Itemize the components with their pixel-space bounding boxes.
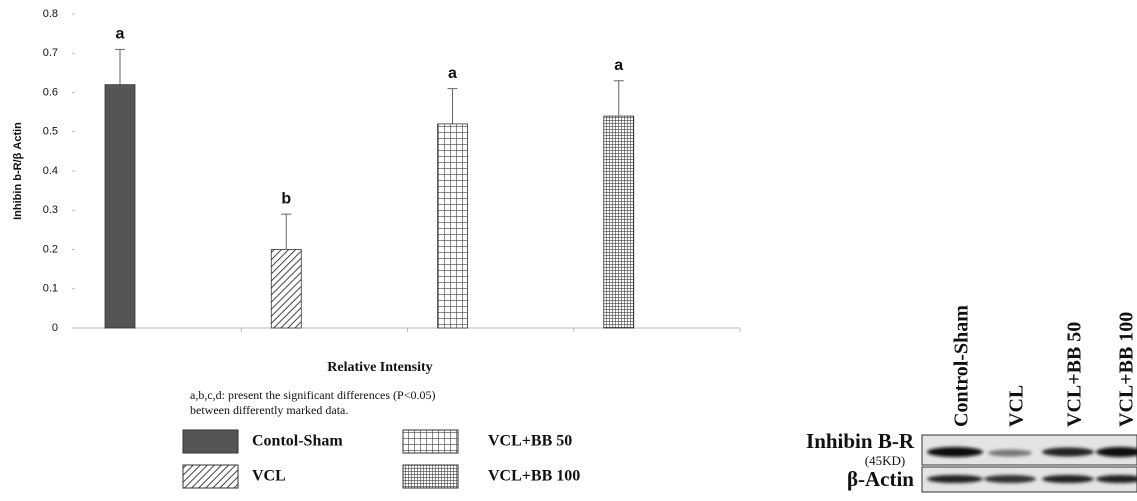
y-tick-label: 0.7 (43, 47, 58, 59)
bar (105, 85, 135, 328)
legend-swatch (183, 465, 238, 488)
y-tick-label: 0.6 (43, 86, 58, 98)
note: a,b,c,d: present the significant differe… (190, 388, 435, 402)
blot-row-label: Inhibin B-R (806, 429, 915, 453)
y-axis-title: Inhibin b-R/β Actin (12, 122, 24, 220)
band (927, 447, 983, 457)
significance-label: b (281, 190, 291, 207)
legend-swatch (403, 430, 458, 453)
lane-label: VCL (1006, 385, 1028, 427)
figure: Inhibin b-R/β Actin Relative Intensity a… (0, 0, 1137, 496)
error-bar (448, 89, 458, 124)
significance-label: a (116, 26, 125, 43)
blot-row-label: β-Actin (847, 467, 914, 491)
y-tick-label: 0.3 (43, 204, 58, 216)
significance-label: a (614, 57, 623, 74)
y-tick-label: 0.5 (43, 126, 58, 138)
western-blot: Inhibin B-R (45KD) β-Actin (806, 429, 1137, 492)
band (1042, 448, 1094, 457)
bar (438, 124, 468, 328)
y-tick-label: 0.1 (43, 283, 58, 295)
lane-label: VCL+BB 50 (1064, 322, 1086, 427)
y-tick-label: 0.8 (43, 8, 58, 20)
bar (271, 250, 301, 329)
x-axis-title: Relative Intensity (327, 360, 432, 375)
error-bar (281, 214, 291, 249)
legend-label: VCL+BB 100 (488, 468, 580, 485)
bar (604, 116, 634, 328)
band (927, 475, 983, 483)
error-bar (614, 81, 624, 116)
legend-label: VCL (252, 468, 286, 485)
legend-swatch (183, 430, 238, 453)
lane-label: VCL+BB 100 (1116, 312, 1137, 427)
band (984, 475, 1036, 483)
legend-swatch (403, 465, 458, 488)
lane-label: Control-Sham (951, 305, 973, 427)
significance-label: a (448, 65, 457, 82)
note: between differently marked data. (190, 403, 348, 417)
error-bar (115, 49, 125, 84)
band (988, 450, 1032, 457)
y-tick-label: 0.4 (43, 165, 58, 177)
legend-label: Contol-Sham (252, 433, 343, 450)
blot-row-sublabel: (45KD) (865, 453, 905, 468)
y-tick-label: 0 (52, 322, 58, 334)
legend-label: VCL+BB 50 (488, 433, 572, 450)
band (1042, 475, 1094, 483)
y-tick-label: 0.2 (43, 243, 58, 255)
